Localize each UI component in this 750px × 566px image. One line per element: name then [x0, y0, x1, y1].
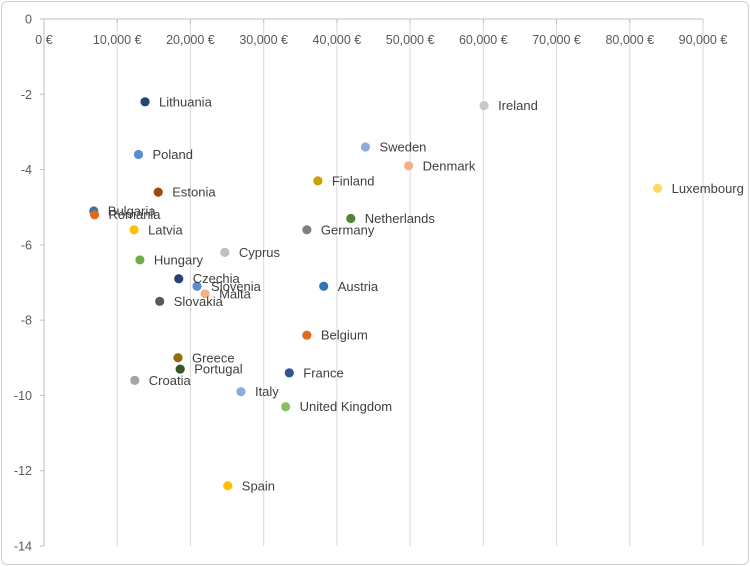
- data-point: [404, 161, 414, 171]
- point-label: Netherlands: [365, 211, 436, 226]
- grid-layer: [116, 19, 704, 546]
- data-point: [653, 183, 663, 193]
- x-tick-label: 60,000 €: [459, 33, 508, 47]
- x-tick-label: 10,000 €: [93, 33, 142, 47]
- point-label: Cyprus: [239, 245, 281, 260]
- axis-layer: [40, 18, 704, 547]
- data-point: [284, 368, 294, 378]
- x-tick-label: 20,000 €: [166, 33, 215, 47]
- point-label: Italy: [255, 384, 279, 399]
- data-point: [200, 289, 210, 299]
- data-point: [302, 330, 312, 340]
- data-point: [133, 149, 144, 160]
- data-point: [173, 353, 183, 363]
- x-tick-label: 40,000 €: [313, 33, 362, 47]
- point-label: Sweden: [379, 139, 426, 154]
- point-label: United Kingdom: [300, 399, 393, 414]
- point-label: Luxembourg: [672, 181, 744, 196]
- point-label: Austria: [338, 279, 379, 294]
- point-label: Poland: [152, 147, 192, 162]
- point-label: Lithuania: [159, 94, 213, 109]
- point-label: Portugal: [194, 362, 243, 377]
- point-label: Estonia: [172, 185, 216, 200]
- data-point: [360, 142, 371, 152]
- data-point: [153, 187, 163, 197]
- x-tick-label: 70,000 €: [532, 33, 581, 47]
- data-point: [130, 375, 140, 385]
- data-point: [302, 225, 312, 235]
- data-point: [89, 210, 100, 220]
- y-tick-label: 0: [25, 13, 32, 27]
- x-tick-label: 80,000 €: [605, 33, 654, 47]
- data-point: [129, 225, 139, 235]
- point-label: Bulgaria: [108, 203, 156, 218]
- point-label: Spain: [242, 478, 275, 493]
- data-point: [140, 97, 150, 107]
- point-label: Belgium: [321, 328, 368, 343]
- data-point: [319, 281, 329, 291]
- point-label: Romania: [109, 207, 162, 222]
- data-point: [220, 247, 230, 257]
- point-label: Malta: [219, 286, 252, 301]
- data-point: [313, 176, 323, 186]
- x-tick-label: 30,000 €: [239, 33, 288, 47]
- x-tick-label: 50,000 €: [386, 33, 435, 47]
- x-tick-labels: 0 € 10,000 € 20,000 € 30,000 € 40,000 € 50,00…: [35, 33, 727, 47]
- data-point: [135, 255, 145, 265]
- point-label: Czechia: [193, 271, 241, 286]
- point-label: Latvia: [148, 222, 183, 237]
- point-label: Germany: [321, 222, 375, 237]
- data-point: [192, 281, 202, 291]
- point-label: Hungary: [154, 252, 204, 267]
- point-label: France: [303, 365, 343, 380]
- point-label: Slovakia: [174, 294, 224, 309]
- data-point: [175, 364, 185, 374]
- y-tick-label: -4: [21, 163, 32, 177]
- x-tick-label: 90,000 €: [679, 33, 728, 47]
- y-tick-label: -2: [21, 88, 32, 102]
- data-point: [155, 296, 165, 306]
- point-label: Croatia: [149, 373, 192, 388]
- data-point: [223, 481, 233, 491]
- data-point: [236, 387, 246, 397]
- point-label: Finland: [332, 173, 375, 188]
- point-label: Slovenia: [211, 279, 262, 294]
- data-point: [281, 402, 291, 412]
- data-points: [89, 97, 663, 491]
- point-label: Greece: [192, 350, 235, 365]
- point-label: Ireland: [498, 98, 538, 113]
- y-tick-label: -10: [14, 389, 32, 403]
- y-tick-label: -8: [21, 314, 32, 328]
- point-label: Denmark: [423, 158, 476, 173]
- point-labels: Lithuania Ireland Sweden Poland Denmark Finla…: [108, 94, 744, 493]
- y-tick-label: -14: [14, 540, 32, 554]
- data-point: [346, 213, 356, 224]
- y-tick-labels: 0 -2 -4 -6 -8 -10 -12 -14: [14, 13, 32, 554]
- data-point: [174, 274, 184, 284]
- data-point: [479, 100, 489, 111]
- x-tick-label: 0 €: [35, 33, 52, 47]
- y-tick-label: -12: [14, 464, 32, 478]
- y-tick-label: -6: [21, 238, 32, 252]
